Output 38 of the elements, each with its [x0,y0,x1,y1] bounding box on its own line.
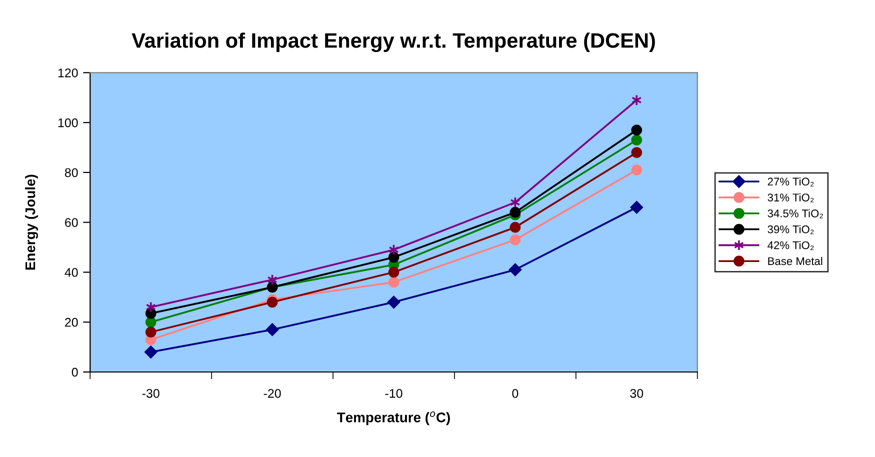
x-axis-title: Temperature ($^{o}$C) [337,411,450,426]
x-tick-label: -10 [385,388,402,398]
y-tick-label: 80 [64,168,78,178]
point [508,263,522,276]
y-tick-label: 120 [58,68,78,78]
x-tick-label: -30 [142,388,160,398]
point [388,266,400,278]
y-axis-title: Energy (Joule) [25,174,38,270]
point [510,234,521,246]
point [631,134,642,146]
point [631,147,642,158]
point [510,222,521,233]
y-tick-label: 40 [64,268,78,277]
point [631,164,642,176]
y-tick-label: 20 [65,318,78,327]
y-tick-label: 100 [58,118,78,128]
legend-label: Base Metal [768,256,822,266]
legend-label: 31% TiO₂ [768,193,814,202]
point [387,296,400,309]
legend-label: 34.5% TiO₂ [768,209,823,218]
legend-label: 42% TiO₂ [768,241,814,250]
point [631,124,642,136]
point [266,296,278,308]
x-tick-label: -20 [264,388,281,398]
legend-label: 27% TiO₂ [768,177,814,186]
y-tick-label: 0 [72,368,78,377]
point [388,252,400,263]
chart-title: Variation of Impact Energy w.r.t. Temperature (DCEN) [132,32,655,52]
point [630,200,644,214]
x-tick-label: 0 [512,388,518,398]
point [145,326,156,338]
point [388,276,400,288]
x-tick-label: 30 [630,388,644,398]
legend-label: 39% TiO₂ [768,225,814,234]
point [144,346,158,358]
point [510,206,521,218]
point [266,323,279,336]
y-tick-label: 60 [65,218,78,227]
